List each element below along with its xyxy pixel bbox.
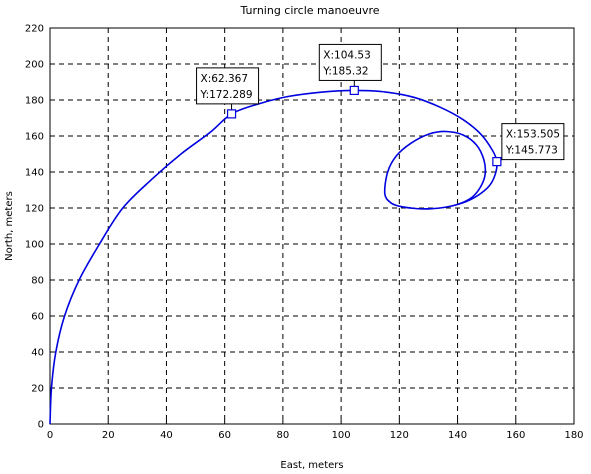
plot-frame <box>49 27 575 425</box>
datatip-box <box>501 123 565 161</box>
x-tick-label: 80 <box>277 430 290 441</box>
y-tick-label: 120 <box>25 204 44 215</box>
datatip-marker[interactable] <box>226 109 237 119</box>
y-tick-label: 160 <box>25 132 44 143</box>
x-tick-label: 60 <box>218 430 231 441</box>
datatip-marker[interactable] <box>492 157 502 167</box>
datatip[interactable]: X:153.505 Y:145.773 <box>492 123 565 167</box>
datatip-box <box>318 43 382 81</box>
datatip-x-label: X:104.53 <box>323 49 370 61</box>
x-tick-label: 140 <box>448 430 467 441</box>
y-axis-label: North, meters <box>4 191 15 261</box>
x-tick-label: 100 <box>332 430 351 441</box>
x-tick-label: 160 <box>506 430 525 441</box>
datatip-x-label: X:62.367 <box>201 73 248 85</box>
y-tick-label: 60 <box>31 312 44 323</box>
y-tick-labels: 0 20 40 60 80 100 120 140 160 180 200 220 <box>25 24 44 431</box>
datatip-x-label: X:153.505 <box>506 129 560 141</box>
x-tick-label: 0 <box>47 430 53 441</box>
datatip-marker[interactable] <box>349 85 359 96</box>
y-tick-label: 180 <box>25 96 44 107</box>
datatips: X:62.367 Y:172.289 X:104.53 Y:185.32 X:153.5… <box>196 43 565 167</box>
x-tick-label: 120 <box>390 430 409 441</box>
y-tick-label: 100 <box>25 240 44 251</box>
y-tick-label: 0 <box>38 420 44 431</box>
chart-title: Turning circle manoeuvre <box>239 4 379 17</box>
datatip-box <box>196 67 260 105</box>
datatip[interactable]: X:62.367 Y:172.289 <box>196 67 260 119</box>
trajectory-line <box>49 89 498 425</box>
y-tick-label: 220 <box>25 24 44 35</box>
y-tick-label: 140 <box>25 168 44 179</box>
datatip-y-label: Y:185.32 <box>322 65 368 77</box>
y-tick-label: 200 <box>25 60 44 71</box>
y-tick-label: 80 <box>31 276 44 287</box>
x-axis-label: East, meters <box>280 460 343 471</box>
x-tick-labels: 0 20 40 60 80 100 120 140 160 180 <box>47 430 584 441</box>
axis-ticks <box>49 27 575 425</box>
y-tick-label: 20 <box>31 384 44 395</box>
y-tick-label: 40 <box>31 348 44 359</box>
datatip-y-label: Y:145.773 <box>505 145 558 157</box>
series-group <box>49 89 498 425</box>
grid <box>50 28 574 424</box>
x-tick-label: 20 <box>102 430 115 441</box>
x-tick-label: 40 <box>160 430 173 441</box>
x-tick-label: 180 <box>564 430 583 441</box>
datatip-y-label: Y:172.289 <box>200 89 253 101</box>
datatip[interactable]: X:104.53 Y:185.32 <box>318 43 382 96</box>
